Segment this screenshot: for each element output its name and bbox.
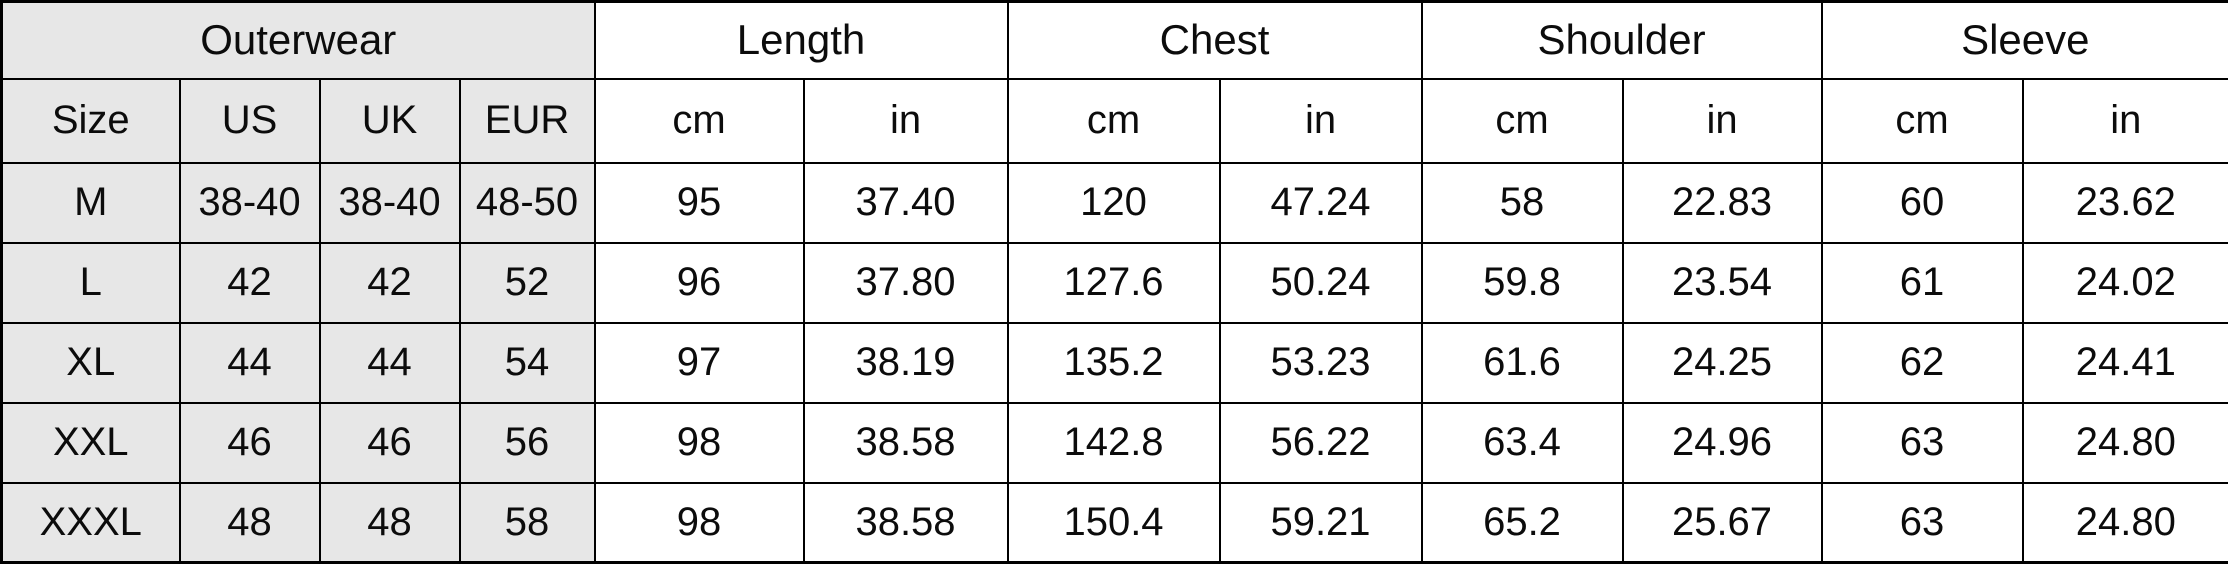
header-chest: Chest	[1008, 2, 1422, 79]
cell-size: L	[2, 243, 180, 323]
cell-uk: 38-40	[320, 163, 460, 243]
cell-uk: 48	[320, 483, 460, 563]
cell-sleeve-in: 23.62	[2023, 163, 2228, 243]
cell-length-in: 38.19	[804, 323, 1008, 403]
header-sleeve: Sleeve	[1822, 2, 2228, 79]
subheader-chest-in: in	[1220, 79, 1422, 163]
cell-shoulder-cm: 63.4	[1422, 403, 1623, 483]
cell-size: XXXL	[2, 483, 180, 563]
subheader-sleeve-in: in	[2023, 79, 2228, 163]
cell-us: 48	[180, 483, 320, 563]
cell-sleeve-cm: 63	[1822, 403, 2023, 483]
cell-chest-in: 50.24	[1220, 243, 1422, 323]
subheader-shoulder-cm: cm	[1422, 79, 1623, 163]
cell-us: 46	[180, 403, 320, 483]
cell-length-cm: 98	[595, 483, 804, 563]
cell-shoulder-cm: 65.2	[1422, 483, 1623, 563]
cell-sleeve-in: 24.80	[2023, 403, 2228, 483]
cell-uk: 46	[320, 403, 460, 483]
cell-us: 42	[180, 243, 320, 323]
cell-eur: 56	[460, 403, 595, 483]
row-m: M 38-40 38-40 48-50 95 37.40 120 47.24 5…	[2, 163, 2228, 243]
subheader-uk: UK	[320, 79, 460, 163]
cell-uk: 42	[320, 243, 460, 323]
cell-shoulder-in: 22.83	[1623, 163, 1822, 243]
cell-chest-cm: 150.4	[1008, 483, 1220, 563]
cell-length-in: 37.80	[804, 243, 1008, 323]
cell-sleeve-cm: 60	[1822, 163, 2023, 243]
cell-shoulder-cm: 58	[1422, 163, 1623, 243]
cell-shoulder-in: 24.25	[1623, 323, 1822, 403]
header-shoulder: Shoulder	[1422, 2, 1822, 79]
cell-length-cm: 97	[595, 323, 804, 403]
cell-shoulder-in: 23.54	[1623, 243, 1822, 323]
cell-chest-cm: 135.2	[1008, 323, 1220, 403]
cell-eur: 52	[460, 243, 595, 323]
subheader-size: Size	[2, 79, 180, 163]
cell-chest-cm: 120	[1008, 163, 1220, 243]
cell-chest-in: 59.21	[1220, 483, 1422, 563]
cell-us: 38-40	[180, 163, 320, 243]
sub-header-row: Size US UK EUR cm in cm in cm in cm in	[2, 79, 2228, 163]
header-outerwear: Outerwear	[2, 2, 595, 79]
cell-chest-in: 56.22	[1220, 403, 1422, 483]
cell-eur: 48-50	[460, 163, 595, 243]
cell-length-in: 38.58	[804, 483, 1008, 563]
cell-shoulder-in: 24.96	[1623, 403, 1822, 483]
subheader-chest-cm: cm	[1008, 79, 1220, 163]
subheader-length-in: in	[804, 79, 1008, 163]
subheader-us: US	[180, 79, 320, 163]
cell-chest-in: 47.24	[1220, 163, 1422, 243]
cell-shoulder-cm: 61.6	[1422, 323, 1623, 403]
cell-eur: 58	[460, 483, 595, 563]
cell-shoulder-in: 25.67	[1623, 483, 1822, 563]
row-xl: XL 44 44 54 97 38.19 135.2 53.23 61.6 24…	[2, 323, 2228, 403]
cell-shoulder-cm: 59.8	[1422, 243, 1623, 323]
header-length: Length	[595, 2, 1008, 79]
cell-sleeve-in: 24.02	[2023, 243, 2228, 323]
cell-length-cm: 98	[595, 403, 804, 483]
cell-uk: 44	[320, 323, 460, 403]
cell-length-in: 38.58	[804, 403, 1008, 483]
cell-size: XL	[2, 323, 180, 403]
cell-size: M	[2, 163, 180, 243]
cell-us: 44	[180, 323, 320, 403]
cell-sleeve-in: 24.41	[2023, 323, 2228, 403]
cell-size: XXL	[2, 403, 180, 483]
subheader-eur: EUR	[460, 79, 595, 163]
row-xxxl: XXXL 48 48 58 98 38.58 150.4 59.21 65.2 …	[2, 483, 2228, 563]
row-xxl: XXL 46 46 56 98 38.58 142.8 56.22 63.4 2…	[2, 403, 2228, 483]
cell-chest-cm: 127.6	[1008, 243, 1220, 323]
cell-length-cm: 95	[595, 163, 804, 243]
cell-eur: 54	[460, 323, 595, 403]
cell-sleeve-cm: 62	[1822, 323, 2023, 403]
subheader-shoulder-in: in	[1623, 79, 1822, 163]
cell-sleeve-cm: 61	[1822, 243, 2023, 323]
row-l: L 42 42 52 96 37.80 127.6 50.24 59.8 23.…	[2, 243, 2228, 323]
subheader-sleeve-cm: cm	[1822, 79, 2023, 163]
cell-sleeve-cm: 63	[1822, 483, 2023, 563]
subheader-length-cm: cm	[595, 79, 804, 163]
cell-length-in: 37.40	[804, 163, 1008, 243]
cell-length-cm: 96	[595, 243, 804, 323]
header-group-row: Outerwear Length Chest Shoulder Sleeve	[2, 2, 2228, 79]
cell-chest-in: 53.23	[1220, 323, 1422, 403]
cell-sleeve-in: 24.80	[2023, 483, 2228, 563]
cell-chest-cm: 142.8	[1008, 403, 1220, 483]
